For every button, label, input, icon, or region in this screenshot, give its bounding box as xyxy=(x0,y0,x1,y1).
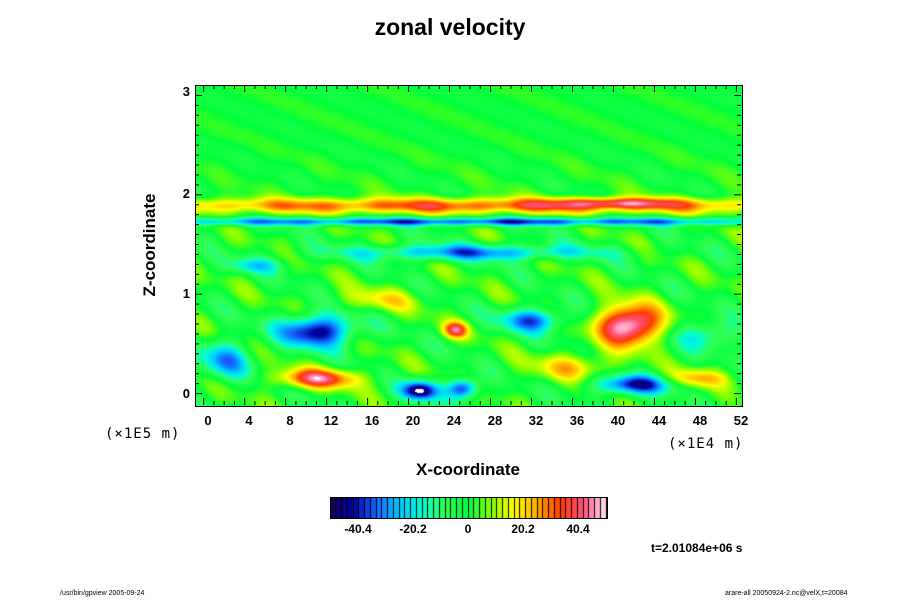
colorbar xyxy=(330,497,608,519)
x-tick-label: 8 xyxy=(286,413,294,428)
colorbar-tick-label: 0 xyxy=(464,522,472,536)
plot-area xyxy=(195,85,743,407)
x-tick-label: 36 xyxy=(569,413,585,428)
x-tick-label: 16 xyxy=(364,413,380,428)
colorbar-tick-label: 20.2 xyxy=(511,522,535,536)
footer-program: /usr/bin/gpview 2005-09-24 xyxy=(60,590,145,597)
x-tick-label: 48 xyxy=(692,413,708,428)
y-axis-label: Z-coordinate xyxy=(140,193,159,297)
x-tick-label: 44 xyxy=(651,413,667,428)
colorbar-tick-label: 40.4 xyxy=(566,522,590,536)
x-tick-label: 32 xyxy=(528,413,544,428)
footer-file: arare-all 20050924-2.nc@velX,t=20084 xyxy=(725,590,848,597)
x-tick-label: 28 xyxy=(487,413,503,428)
colorbar-gradient xyxy=(331,498,607,518)
colorbar-tick-label: -20.2 xyxy=(399,522,427,536)
y-tick-label: 1 xyxy=(182,286,190,301)
y-scale-note: (×1E5 m) xyxy=(105,426,181,442)
x-tick-label: 20 xyxy=(405,413,421,428)
y-tick-label: 2 xyxy=(182,186,190,201)
x-tick-label: 0 xyxy=(204,413,212,428)
x-axis-label: X-coordinate xyxy=(416,460,520,479)
x-scale-note: (×1E4 m) xyxy=(668,436,744,452)
y-tick-label: 3 xyxy=(182,84,190,99)
x-tick-label: 52 xyxy=(733,413,749,428)
time-label: t=2.01084e+06 s xyxy=(651,541,743,555)
x-tick-label: 24 xyxy=(446,413,462,428)
zonal-velocity-field xyxy=(196,86,742,406)
chart-title: zonal velocity xyxy=(374,14,526,40)
colorbar-tick-label: -40.4 xyxy=(344,522,372,536)
x-tick-label: 4 xyxy=(245,413,253,428)
x-tick-label: 40 xyxy=(610,413,626,428)
y-tick-label: 0 xyxy=(182,386,190,401)
x-tick-label: 12 xyxy=(323,413,339,428)
